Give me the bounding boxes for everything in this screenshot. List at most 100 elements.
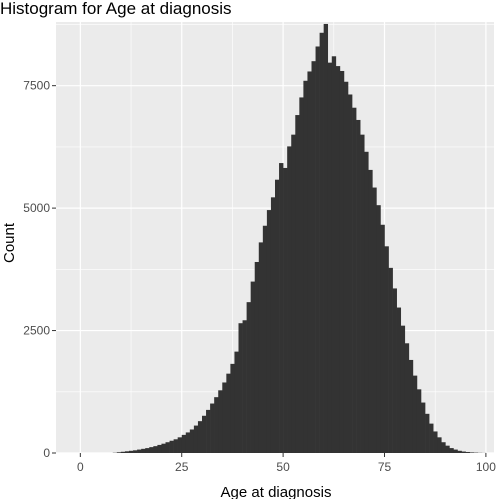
y-axis-title: Count bbox=[1, 222, 18, 263]
histogram-bar bbox=[291, 134, 296, 454]
histogram-bar bbox=[238, 323, 243, 453]
histogram-bar bbox=[335, 66, 341, 454]
histogram-bar bbox=[193, 425, 199, 453]
histogram-bar bbox=[161, 443, 166, 453]
histogram-bar bbox=[246, 302, 251, 453]
histogram-bar bbox=[169, 440, 174, 453]
histogram-bar bbox=[412, 375, 418, 453]
histogram-bar bbox=[360, 134, 365, 454]
histogram-bar bbox=[283, 167, 288, 453]
axes: 0 25 50 75 100 0 2500 5000 7500 bbox=[23, 79, 496, 474]
histogram-bar bbox=[153, 446, 158, 453]
histogram-bar bbox=[206, 409, 211, 453]
histogram-bar bbox=[348, 94, 353, 454]
histogram-bar bbox=[218, 390, 223, 453]
histogram-bar bbox=[222, 382, 227, 453]
histogram-bar bbox=[303, 80, 308, 453]
histogram-bar bbox=[177, 437, 183, 453]
histogram-bar bbox=[120, 451, 126, 453]
histogram-bar bbox=[416, 389, 422, 453]
histogram-bar bbox=[197, 421, 203, 453]
histogram-bar bbox=[343, 81, 349, 454]
histogram-bar bbox=[214, 397, 219, 453]
histogram-bar bbox=[433, 431, 438, 453]
x-tick-label: 25 bbox=[175, 460, 189, 474]
histogram-bar bbox=[279, 163, 284, 453]
histogram-bar bbox=[258, 242, 264, 453]
histogram-bar bbox=[145, 448, 150, 453]
histogram-bar bbox=[250, 281, 256, 453]
histogram-bar bbox=[234, 351, 239, 453]
histogram-bar bbox=[400, 325, 406, 453]
histogram-bar bbox=[173, 439, 178, 453]
histogram-bar bbox=[210, 403, 215, 453]
histogram-bar bbox=[445, 445, 450, 453]
histogram-bar bbox=[449, 448, 454, 453]
histogram-bar bbox=[287, 146, 292, 453]
histogram-bars bbox=[112, 23, 487, 454]
histogram-bar bbox=[408, 359, 414, 453]
histogram-bar bbox=[124, 451, 130, 453]
histogram-bar bbox=[116, 452, 122, 453]
histogram-bar bbox=[396, 307, 402, 453]
histogram-bar bbox=[372, 187, 377, 453]
histogram-bar bbox=[307, 71, 312, 454]
histogram-bar bbox=[295, 115, 300, 453]
histogram-bar bbox=[376, 205, 381, 453]
histogram-bar bbox=[441, 442, 446, 453]
histogram-bar bbox=[392, 288, 397, 453]
histogram-bar bbox=[461, 451, 466, 453]
histogram-bar bbox=[266, 210, 272, 453]
histogram-bar bbox=[165, 442, 170, 453]
histogram-bar bbox=[202, 415, 207, 453]
histogram-bar bbox=[437, 437, 442, 453]
histogram-bar bbox=[453, 449, 458, 453]
histogram-bar bbox=[189, 429, 195, 453]
histogram-bar bbox=[242, 320, 247, 453]
y-tick-label: 7500 bbox=[23, 79, 50, 93]
histogram-bar bbox=[141, 448, 146, 453]
histogram-bar bbox=[319, 32, 324, 454]
histogram-bar bbox=[327, 62, 333, 454]
histogram-bar bbox=[270, 197, 276, 453]
histogram-bar bbox=[181, 434, 187, 453]
histogram-bar bbox=[339, 70, 345, 454]
histogram-bar bbox=[331, 56, 337, 454]
histogram-bar bbox=[254, 261, 260, 453]
histogram-bar bbox=[457, 450, 462, 453]
histogram-bar bbox=[465, 452, 470, 453]
histogram-bar bbox=[404, 343, 410, 453]
histogram-bar bbox=[315, 46, 320, 453]
histogram-bar bbox=[226, 373, 231, 453]
y-tick-label: 2500 bbox=[23, 324, 50, 338]
histogram-bar bbox=[469, 452, 475, 453]
histogram-bar bbox=[425, 413, 430, 453]
x-tick-label: 0 bbox=[77, 460, 84, 474]
x-axis-title: Age at diagnosis bbox=[221, 484, 332, 499]
histogram-bar bbox=[299, 97, 304, 454]
histogram-bar bbox=[129, 450, 134, 453]
histogram-bar bbox=[230, 363, 235, 453]
histogram-bar bbox=[356, 119, 361, 454]
histogram-bar bbox=[380, 224, 385, 453]
histogram-bar bbox=[421, 402, 426, 453]
histogram-bar bbox=[384, 246, 389, 453]
chart-title: Histogram for Age at diagnosis bbox=[0, 0, 232, 18]
histogram-bar bbox=[275, 179, 280, 453]
histogram-bar bbox=[133, 450, 138, 453]
histogram-bar bbox=[149, 447, 154, 453]
x-tick-label: 100 bbox=[476, 460, 496, 474]
histogram-bar bbox=[157, 444, 162, 453]
histogram-bar bbox=[388, 267, 393, 453]
histogram-bar bbox=[323, 23, 329, 453]
histogram-bar bbox=[352, 107, 357, 453]
histogram-bar bbox=[311, 61, 316, 453]
y-tick-label: 0 bbox=[43, 446, 50, 460]
histogram-bar bbox=[137, 449, 142, 453]
x-tick-label: 50 bbox=[276, 460, 290, 474]
y-tick-label: 5000 bbox=[23, 201, 50, 215]
histogram-bar bbox=[429, 423, 434, 453]
histogram-bar bbox=[185, 432, 191, 453]
x-tick-label: 75 bbox=[378, 460, 392, 474]
